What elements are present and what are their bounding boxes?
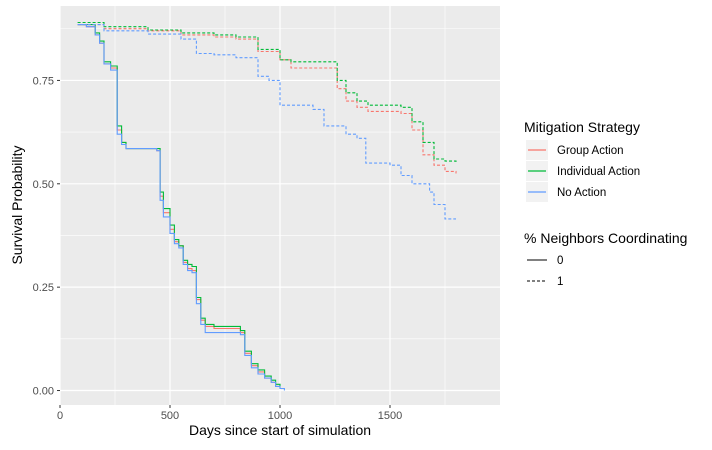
legend-linetype-label-0: 0 [557, 255, 563, 267]
series-line-individual-action-1 [77, 21, 457, 162]
y-tick-label: 0.50 [33, 179, 54, 191]
grid-layer [59, 6, 500, 405]
legend-linetype-entries: 01 [527, 255, 563, 288]
y-tick-label: 0.00 [33, 386, 54, 398]
series-line-no-action-1 [77, 24, 456, 220]
series-layer [77, 21, 457, 391]
y-tick-label: 0.75 [33, 75, 54, 87]
legend-color-title: Mitigation Strategy [524, 119, 640, 135]
legend: Mitigation Strategy Group Action Individu… [524, 119, 687, 288]
x-axis-label: Days since start of simulation [189, 422, 371, 438]
legend-linetype-label-1: 1 [557, 276, 563, 288]
legend-label-individual-action: Individual Action [557, 166, 640, 178]
x-tick-label: 0 [57, 410, 63, 422]
series-line-no-action-0 [77, 24, 285, 391]
x-tick-label: 500 [161, 410, 179, 422]
x-tick-label: 1500 [378, 410, 402, 422]
axis-layer: 0 500 1000 1500 0.00 0.25 0.50 0.75 [33, 75, 403, 422]
series-line-group-action-1 [77, 24, 457, 174]
legend-linetype-title: % Neighbors Coordinating [524, 230, 687, 246]
legend-label-no-action: No Action [557, 187, 606, 199]
legend-label-group-action: Group Action [557, 145, 623, 157]
y-axis-label: Survival Probability [9, 145, 25, 264]
x-tick-label: 1000 [268, 410, 292, 422]
legend-color-entries: Group Action Individual Action No Action [526, 140, 640, 202]
y-tick-label: 0.25 [33, 282, 54, 294]
